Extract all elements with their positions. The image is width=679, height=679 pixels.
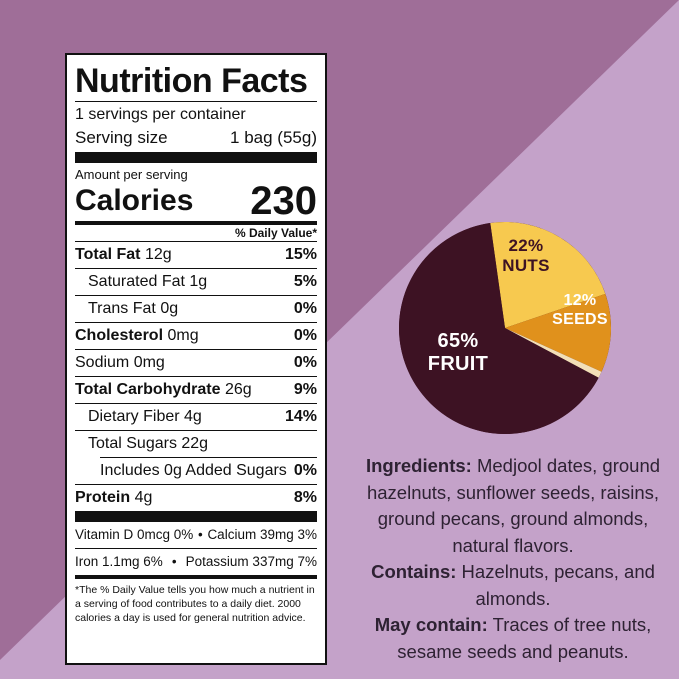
trans-fat-label: Trans Fat 0g bbox=[88, 300, 179, 317]
fruit-percent: 65% bbox=[437, 330, 479, 352]
added-sugars-row: Includes 0g Added Sugars 0% bbox=[75, 458, 317, 484]
saturated-fat-dv: 5% bbox=[293, 273, 317, 290]
total-sugars-label: Total Sugars 22g bbox=[88, 435, 209, 452]
vitamin-calcium-row: Vitamin D 0mcg 0% • Calcium 39mg 3% bbox=[75, 522, 317, 548]
fruit-label: FRUIT bbox=[427, 353, 489, 375]
may-contain-label: May contain: bbox=[374, 614, 488, 635]
iron-potassium-row: Iron 1.1mg 6% • Potassium 337mg 7% bbox=[75, 549, 317, 575]
sodium-label: Sodium 0mg bbox=[75, 354, 165, 371]
total-carbohydrate-dv: 9% bbox=[293, 381, 317, 398]
pie-label-nuts: 22% NUTS bbox=[490, 236, 562, 276]
may-contain-text: Traces of tree nuts, sesame seeds and pe… bbox=[397, 614, 652, 662]
calcium-text: Calcium 39mg 3% bbox=[207, 527, 317, 542]
protein-row: Protein 4g 8% bbox=[75, 485, 317, 511]
sodium-dv: 0% bbox=[293, 354, 317, 371]
total-fat-row: Total Fat 12g 15% bbox=[75, 242, 317, 268]
serving-size-label: Serving size bbox=[75, 128, 168, 147]
total-fat-label: Total Fat bbox=[75, 246, 141, 263]
added-sugars-dv: 0% bbox=[293, 462, 317, 479]
sodium-row: Sodium 0mg 0% bbox=[75, 350, 317, 376]
saturated-fat-label: Saturated Fat 1g bbox=[88, 273, 208, 290]
calories-value: 230 bbox=[250, 179, 317, 223]
contains-text: Hazelnuts, pecans, and almonds. bbox=[456, 561, 655, 609]
cholesterol-dv: 0% bbox=[293, 327, 317, 344]
bullet-icon: • bbox=[171, 554, 177, 569]
vitamin-d-text: Vitamin D 0mcg 0% bbox=[75, 527, 194, 542]
pie-slice-nuts bbox=[490, 222, 606, 328]
total-fat-amount: 12g bbox=[144, 246, 172, 263]
ingredients-text: Medjool dates, ground hazelnuts, sunflow… bbox=[366, 455, 661, 556]
nutrition-facts-title: Nutrition Facts bbox=[75, 62, 308, 100]
dietary-fiber-dv: 14% bbox=[284, 408, 317, 425]
daily-value-footnote: *The % Daily Value tells you how much a … bbox=[75, 584, 315, 624]
ingredients-block: Ingredients: Medjool dates, ground hazel… bbox=[353, 453, 673, 665]
cholesterol-row: Cholesterol 0mg 0% bbox=[75, 323, 317, 349]
pie-label-seeds: 12% SEEDS bbox=[544, 291, 616, 329]
total-carbohydrate-row: Total Carbohydrate 26g 9% bbox=[75, 377, 317, 403]
pie-slice-other bbox=[505, 328, 602, 378]
nuts-label: NUTS bbox=[502, 256, 550, 275]
seeds-percent: 12% bbox=[563, 292, 597, 309]
nuts-percent: 22% bbox=[508, 236, 544, 255]
iron-text: Iron 1.1mg 6% bbox=[75, 554, 163, 569]
calories-label: Calories bbox=[75, 184, 194, 217]
composition-pie-chart bbox=[399, 222, 611, 434]
bullet-icon: • bbox=[198, 527, 203, 542]
protein-amount: 4g bbox=[134, 489, 153, 506]
dietary-fiber-label: Dietary Fiber 4g bbox=[88, 408, 202, 425]
ingredients-paragraph: Ingredients: Medjool dates, ground hazel… bbox=[353, 453, 673, 559]
serving-size-value: 1 bag (55g) bbox=[230, 128, 317, 147]
servings-per-container: 1 servings per container bbox=[75, 106, 246, 123]
total-sugars-row: Total Sugars 22g bbox=[75, 431, 317, 457]
pie-label-fruit: 65% FRUIT bbox=[418, 330, 498, 376]
calories-row: Calories 230 bbox=[75, 179, 317, 223]
contains-paragraph: Contains: Hazelnuts, pecans, and almonds… bbox=[353, 559, 673, 612]
protein-dv: 8% bbox=[293, 489, 317, 506]
amount-per-serving: Amount per serving bbox=[75, 167, 188, 182]
serving-size-row: Serving size 1 bag (55g) bbox=[75, 126, 317, 150]
added-sugars-label: Includes 0g Added Sugars bbox=[100, 462, 287, 479]
total-fat-dv: 15% bbox=[284, 246, 317, 263]
cholesterol-amount: 0mg bbox=[167, 327, 199, 344]
cholesterol-label: Cholesterol bbox=[75, 327, 164, 344]
total-carbohydrate-label: Total Carbohydrate bbox=[75, 381, 221, 398]
trans-fat-dv: 0% bbox=[293, 300, 317, 317]
pie-slice-seeds bbox=[505, 293, 611, 372]
may-contain-paragraph: May contain: Traces of tree nuts, sesame… bbox=[353, 612, 673, 665]
dietary-fiber-row: Dietary Fiber 4g 14% bbox=[75, 404, 317, 430]
contains-label: Contains: bbox=[371, 561, 457, 582]
nutrition-facts-label: Nutrition Facts 1 servings per container… bbox=[65, 53, 327, 665]
trans-fat-row: Trans Fat 0g 0% bbox=[75, 296, 317, 322]
potassium-text: Potassium 337mg 7% bbox=[185, 554, 317, 569]
pie-slice-fruit bbox=[399, 223, 599, 434]
protein-label: Protein bbox=[75, 489, 131, 506]
total-carbohydrate-amount: 26g bbox=[224, 381, 252, 398]
seeds-label: SEEDS bbox=[552, 311, 608, 328]
ingredients-label: Ingredients: bbox=[365, 455, 472, 476]
saturated-fat-row: Saturated Fat 1g 5% bbox=[75, 269, 317, 295]
daily-value-header: % Daily Value* bbox=[234, 226, 317, 240]
